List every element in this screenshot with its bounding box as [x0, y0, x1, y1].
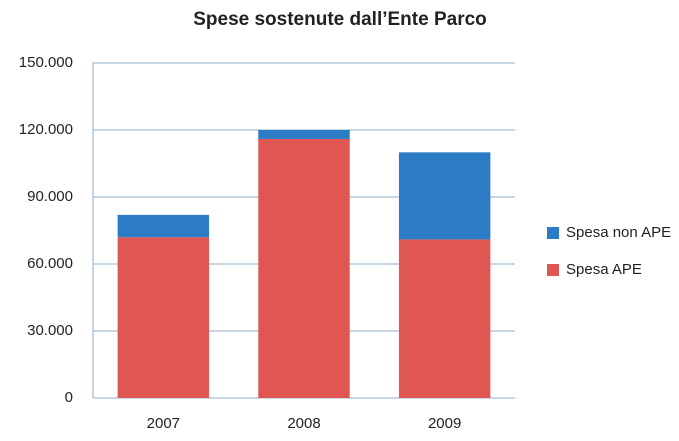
chart-title: Spese sostenute dall’Ente Parco — [193, 9, 487, 30]
legend-label: Spesa non APE — [566, 224, 671, 241]
legend-label: Spesa APE — [566, 261, 642, 278]
x-tick-label: 2007 — [147, 415, 180, 432]
bar-segment — [258, 138, 350, 398]
y-tick-label: 60.000 — [27, 255, 73, 272]
y-tick-label: 120.000 — [19, 121, 73, 138]
x-tick-label: 2008 — [287, 415, 320, 432]
bar-segment — [398, 152, 491, 240]
bar-segment — [398, 239, 491, 398]
legend-swatch — [547, 264, 559, 276]
y-tick-label: 30.000 — [27, 322, 73, 339]
y-tick-label: 0 — [65, 389, 73, 406]
y-tick-label: 90.000 — [27, 188, 73, 205]
y-tick-label: 150.000 — [19, 54, 73, 71]
bar-segment — [258, 130, 350, 139]
bar-segment — [117, 237, 210, 398]
legend-swatch — [547, 227, 559, 239]
bar-segment — [117, 214, 210, 238]
x-tick-label: 2009 — [428, 415, 461, 432]
